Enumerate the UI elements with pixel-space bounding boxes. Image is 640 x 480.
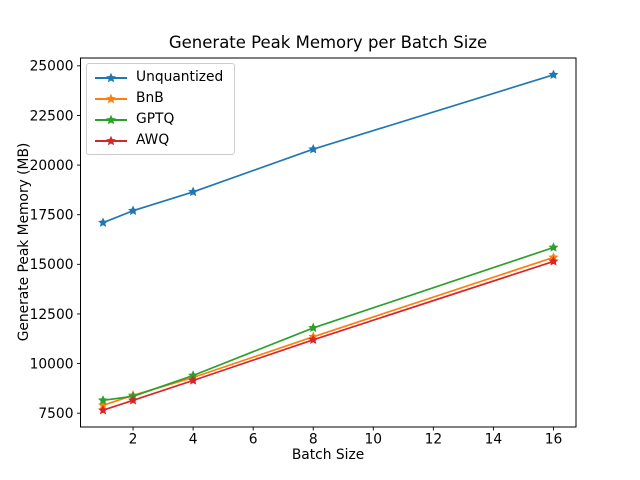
series-marker-awq: [308, 334, 319, 344]
x-tick-label: 8: [309, 432, 318, 448]
legend-item-gptq: GPTQ: [94, 112, 223, 127]
x-tick-label: 12: [425, 432, 443, 448]
y-tick-label: 22500: [30, 108, 74, 124]
y-tick-label: 25000: [30, 59, 74, 75]
star-marker-icon: [106, 114, 116, 124]
legend-item-unquantized: Unquantized: [94, 70, 223, 85]
y-tick-label: 10000: [30, 356, 74, 372]
star-marker-icon: [106, 93, 116, 103]
legend-item-bnb: BnB: [94, 91, 223, 106]
x-tick-label: 14: [485, 432, 503, 448]
y-tick-label: 12500: [30, 307, 74, 323]
axes-spines: [80, 57, 577, 428]
star-marker-icon: [106, 135, 116, 145]
legend-line-sample-awq: [95, 135, 127, 145]
series-marker-bnb: [98, 400, 108, 410]
series-marker-gptq: [188, 370, 199, 380]
x-tick-label: 10: [365, 432, 383, 448]
legend-item-awq: AWQ: [94, 133, 223, 148]
series-marker-awq: [188, 375, 199, 385]
series-line-awq: [102, 260, 555, 412]
legend-line-sample-bnb: [95, 93, 127, 103]
legend-label-unquantized: Unquantized: [136, 69, 224, 85]
legend-line-sample-unquantized: [95, 72, 127, 82]
chart-title: Generate Peak Memory per Batch Size: [168, 33, 488, 52]
x-tick-label: 16: [545, 432, 563, 448]
series-marker-unquantized: [98, 217, 108, 227]
series-marker-gptq: [98, 395, 108, 405]
series-marker-awq: [548, 256, 559, 266]
legend-line-sample-gptq: [95, 114, 127, 124]
series-marker-unquantized: [188, 186, 199, 197]
legend-label-gptq: GPTQ: [136, 111, 175, 127]
y-tick-label: 20000: [30, 158, 74, 174]
series-marker-unquantized: [548, 69, 559, 79]
x-tick-label: 6: [249, 432, 258, 448]
y-tick-label: 7500: [38, 406, 73, 422]
series-marker-unquantized: [128, 205, 138, 215]
x-tick-label: 4: [189, 432, 198, 448]
legend: Unquantized BnB GPTQ AWQ: [86, 63, 236, 155]
legend-label-awq: AWQ: [136, 132, 170, 148]
star-marker-icon: [106, 72, 116, 82]
series-marker-gptq: [308, 322, 319, 333]
y-tick-label: 15000: [30, 257, 74, 273]
x-axis-label: Batch Size: [291, 447, 365, 463]
y-tick-label: 17500: [30, 208, 74, 224]
x-tick-label: 2: [129, 432, 138, 448]
series-marker-unquantized: [308, 144, 319, 154]
series-marker-gptq: [548, 242, 559, 252]
series-marker-awq: [128, 395, 138, 405]
series-marker-awq: [98, 405, 108, 415]
series-line-gptq: [102, 246, 555, 402]
legend-label-bnb: BnB: [136, 90, 164, 106]
